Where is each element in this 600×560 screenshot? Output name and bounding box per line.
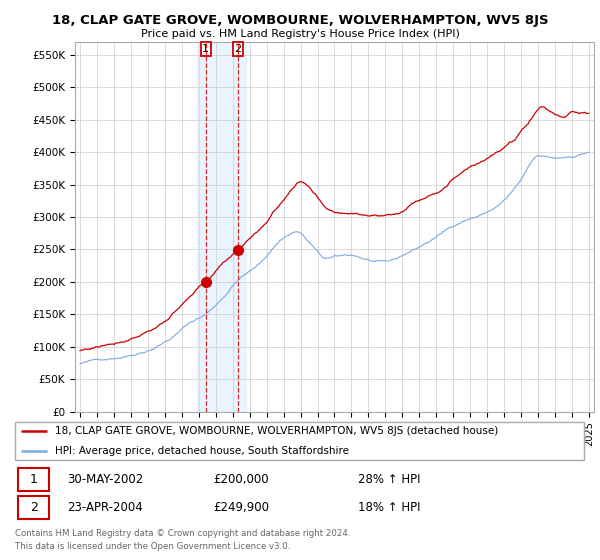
Text: Contains HM Land Registry data © Crown copyright and database right 2024.: Contains HM Land Registry data © Crown c… [15,529,350,538]
Text: 1: 1 [202,44,209,54]
Text: 28% ↑ HPI: 28% ↑ HPI [358,473,420,486]
Text: 23-APR-2004: 23-APR-2004 [67,501,142,514]
FancyBboxPatch shape [18,496,49,519]
Text: HPI: Average price, detached house, South Staffordshire: HPI: Average price, detached house, Sout… [55,446,349,456]
Bar [197,42,247,412]
Text: £249,900: £249,900 [214,501,269,514]
Text: 18, CLAP GATE GROVE, WOMBOURNE, WOLVERHAMPTON, WV5 8JS (detached house): 18, CLAP GATE GROVE, WOMBOURNE, WOLVERHA… [55,426,499,436]
Text: £200,000: £200,000 [214,473,269,486]
FancyBboxPatch shape [15,422,584,460]
Text: 18% ↑ HPI: 18% ↑ HPI [358,501,420,514]
Text: 2: 2 [29,501,38,514]
Text: Price paid vs. HM Land Registry's House Price Index (HPI): Price paid vs. HM Land Registry's House … [140,29,460,39]
Text: This data is licensed under the Open Government Licence v3.0.: This data is licensed under the Open Gov… [15,542,290,550]
Text: 18, CLAP GATE GROVE, WOMBOURNE, WOLVERHAMPTON, WV5 8JS: 18, CLAP GATE GROVE, WOMBOURNE, WOLVERHA… [52,14,548,27]
Text: 2: 2 [235,44,242,54]
Text: 1: 1 [29,473,38,486]
FancyBboxPatch shape [18,468,49,491]
Text: 30-MAY-2002: 30-MAY-2002 [67,473,143,486]
